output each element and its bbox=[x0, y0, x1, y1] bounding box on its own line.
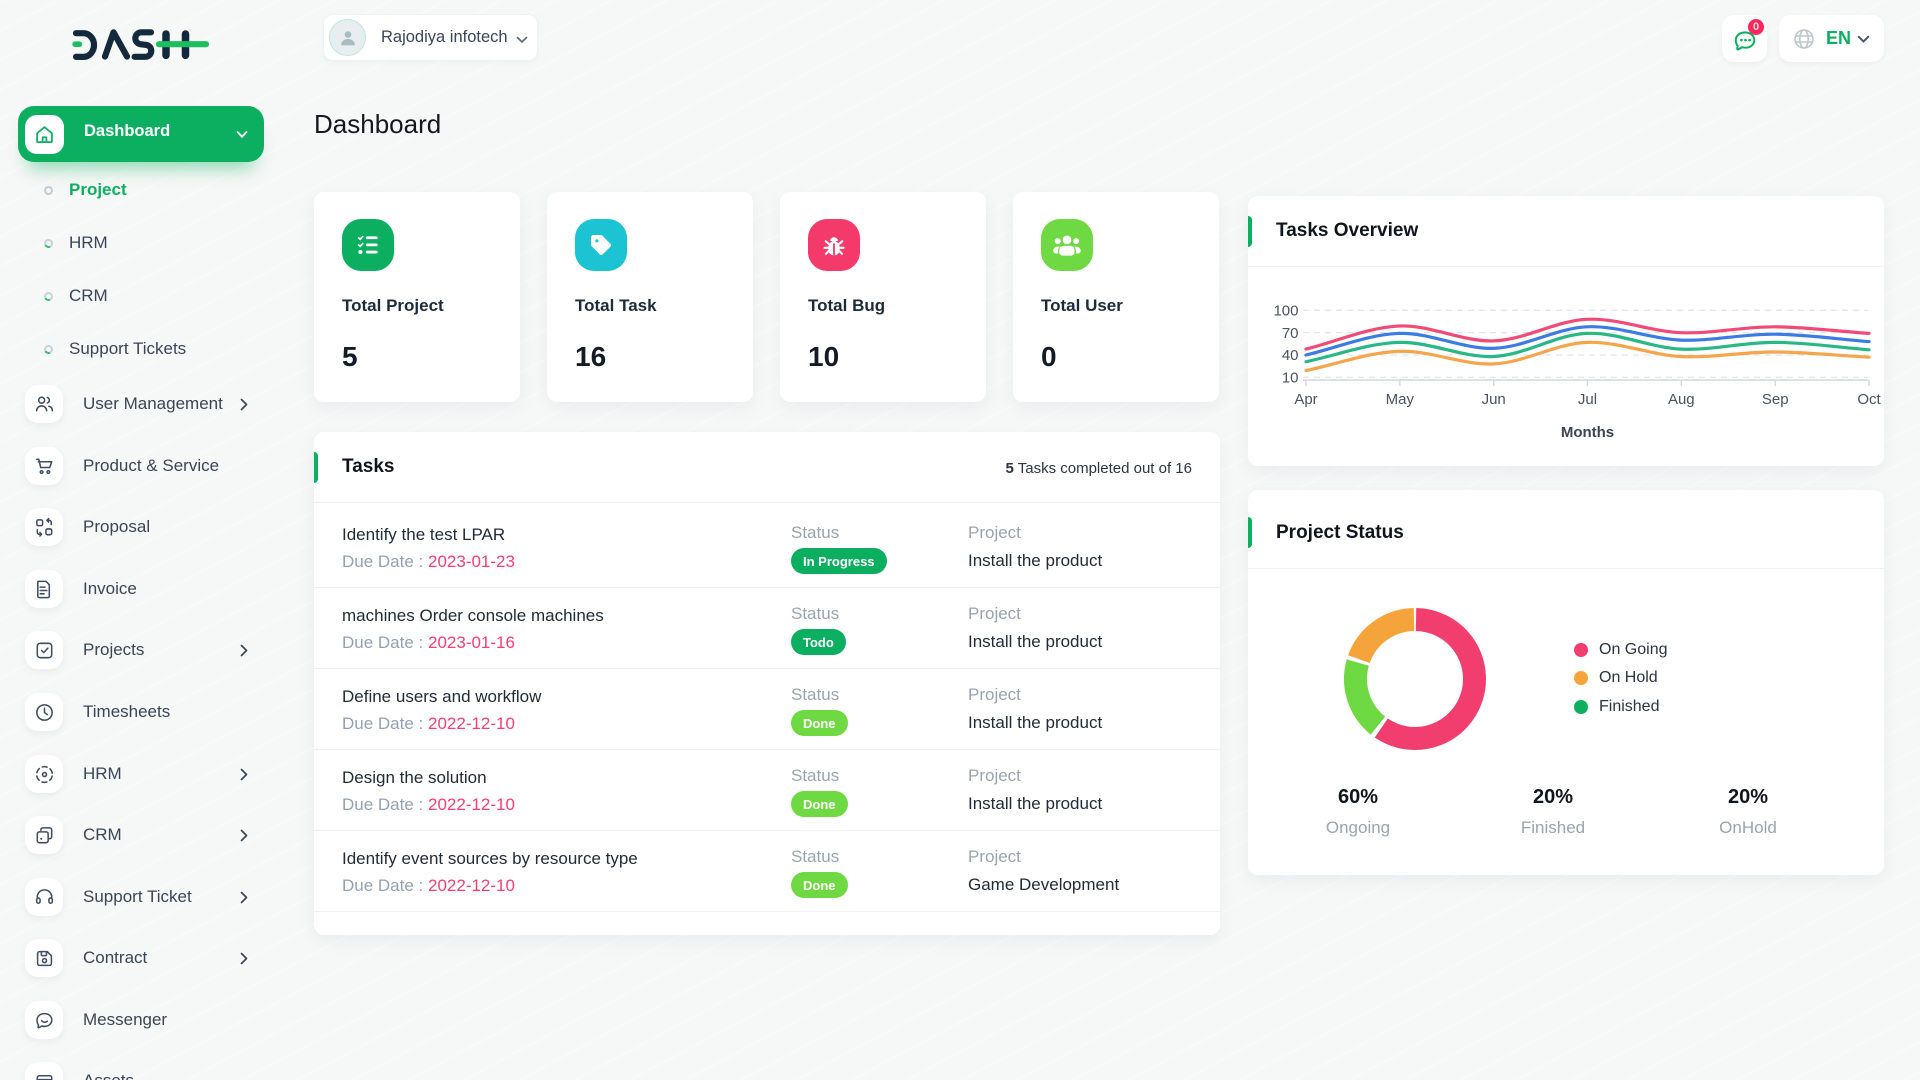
svg-text:May: May bbox=[1386, 391, 1415, 408]
svg-text:Jul: Jul bbox=[1578, 391, 1597, 408]
svg-text:Aug: Aug bbox=[1668, 391, 1695, 408]
svg-text:100: 100 bbox=[1273, 303, 1298, 320]
svg-text:Apr: Apr bbox=[1294, 391, 1317, 408]
svg-text:70: 70 bbox=[1282, 325, 1299, 342]
svg-text:Sep: Sep bbox=[1762, 391, 1789, 408]
svg-text:10: 10 bbox=[1282, 370, 1299, 387]
svg-text:Months: Months bbox=[1561, 424, 1614, 441]
svg-text:40: 40 bbox=[1282, 347, 1299, 364]
svg-text:Jun: Jun bbox=[1482, 391, 1506, 408]
svg-text:Oct: Oct bbox=[1857, 391, 1881, 408]
